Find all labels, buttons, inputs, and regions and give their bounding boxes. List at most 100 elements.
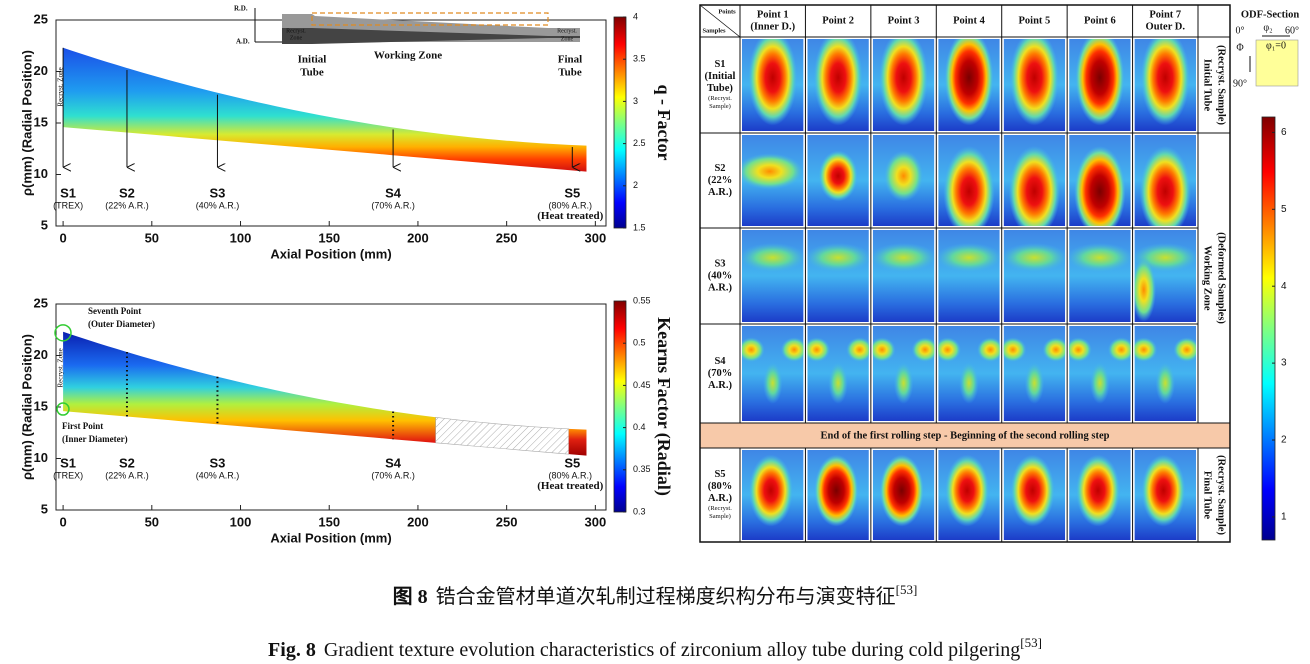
odf-cell xyxy=(938,326,1000,421)
colorbar-tick-label: 3.5 xyxy=(633,54,646,64)
odf-blob xyxy=(780,337,804,363)
odf-cell xyxy=(1134,39,1196,131)
odf-cell xyxy=(807,39,869,131)
station-label: S4 xyxy=(385,185,402,200)
row-note: (Recryst. xyxy=(708,95,732,102)
column-header: Point 7 xyxy=(1149,9,1181,20)
x-tick-label: 50 xyxy=(145,230,159,245)
odf-blob xyxy=(814,454,859,527)
colorbar xyxy=(1261,116,1276,541)
table-line xyxy=(699,4,741,38)
odf-cell xyxy=(1134,450,1196,540)
odf-cell xyxy=(742,135,804,226)
station-note: (40% A.R.) xyxy=(196,200,240,210)
colorbar-tick-label: 2 xyxy=(1281,435,1287,446)
y-tick-label: 25 xyxy=(34,295,48,310)
colorbar-label: Kearns Factor (Radial) xyxy=(653,317,674,496)
inset-initial: Tube xyxy=(300,67,324,79)
odf-cell xyxy=(938,230,1000,322)
odf-cell xyxy=(1069,450,1131,540)
odf-cell xyxy=(1003,135,1066,226)
row-label: A.R.) xyxy=(708,493,732,504)
odf-cell xyxy=(742,230,804,322)
group-label: (Recryst. Sample) xyxy=(1216,455,1227,535)
x-tick-label: 250 xyxy=(496,514,518,529)
inset-zone: Zone xyxy=(561,36,574,42)
x-tick-label: 200 xyxy=(407,514,429,529)
odf-cell xyxy=(742,450,804,540)
x-tick-label: 100 xyxy=(230,230,252,245)
odf-cell xyxy=(1069,326,1131,421)
x-tick-label: 150 xyxy=(318,230,340,245)
odf-cell xyxy=(1069,230,1131,322)
row-label: S1 xyxy=(714,59,725,70)
column-header: Point 5 xyxy=(1019,15,1051,26)
x-tick-label: 0 xyxy=(59,514,66,529)
zone-label: Recryst. Zone xyxy=(57,348,65,387)
zone-label: Recryst. Zone xyxy=(57,67,65,106)
colorbar xyxy=(613,16,627,229)
row-label: A.R.) xyxy=(708,282,732,293)
station-label: S2 xyxy=(119,185,135,200)
odf-cell xyxy=(872,135,935,226)
group-label: Initial Tube xyxy=(1202,59,1213,112)
annotation: Seventh Point xyxy=(88,306,141,316)
caption-label: Fig. 8 xyxy=(268,639,316,661)
odf-blob xyxy=(1107,337,1131,363)
caption-text: 锆合金管材单道次轧制过程梯度织构分布与演变特征 xyxy=(436,585,896,608)
band xyxy=(63,47,587,172)
odf-blob xyxy=(1075,39,1125,126)
inset-final: Tube xyxy=(558,67,582,79)
legend-label: 60° xyxy=(1285,25,1299,36)
inset-zone: Recryst. xyxy=(557,28,577,34)
row-label: S3 xyxy=(714,258,725,269)
colorbar-tick-label: 0.35 xyxy=(633,464,651,474)
odf-cell xyxy=(1134,135,1196,226)
station-label: S1 xyxy=(60,455,76,470)
colorbar-tick-label: 4 xyxy=(633,11,638,21)
y-tick-label: 10 xyxy=(34,450,48,465)
odf-blob xyxy=(879,39,929,126)
odf-blob xyxy=(1134,337,1158,363)
odf-cell xyxy=(1134,230,1196,322)
station-label: S3 xyxy=(209,185,225,200)
odf-cell xyxy=(938,39,1000,131)
station-note: (80% A.R.) xyxy=(549,200,593,210)
group-label: (Deformed Samples) xyxy=(1216,232,1227,324)
odf-blob xyxy=(959,362,979,404)
y-tick-label: 25 xyxy=(34,11,48,26)
row-label: Tube) xyxy=(707,83,733,94)
colorbar-tick-label: 2.5 xyxy=(633,138,646,148)
row-label: (40% xyxy=(708,270,733,281)
y-tick-label: 15 xyxy=(34,114,48,129)
station-label: S1 xyxy=(60,185,76,200)
odf-cell xyxy=(938,135,1000,226)
odf-cell xyxy=(872,326,935,421)
inset-zone: Recryst. xyxy=(286,28,306,34)
odf-blob xyxy=(1155,362,1176,404)
separator-text: End of the first rolling step - Beginnin… xyxy=(821,430,1110,441)
colorbar-tick-label: 0.4 xyxy=(633,422,646,432)
station-label: S2 xyxy=(119,455,135,470)
odf-blob xyxy=(1075,454,1121,527)
odf-cell xyxy=(807,326,869,421)
y-tick-label: 5 xyxy=(41,501,48,516)
row-note: Sample) xyxy=(709,103,731,110)
odf-blob xyxy=(748,454,793,527)
odf-blob xyxy=(872,242,935,273)
column-header: Point 3 xyxy=(888,15,920,26)
odf-blob xyxy=(945,454,990,527)
odf-blob xyxy=(1003,337,1027,363)
annotation: (Inner Diameter) xyxy=(62,434,128,444)
odf-cell xyxy=(872,230,935,322)
y-tick-label: 20 xyxy=(34,63,48,78)
odf-cell xyxy=(1069,39,1131,131)
row-label: (22% xyxy=(708,175,733,186)
odf-cell xyxy=(742,326,804,421)
odf-blob xyxy=(807,242,869,273)
x-tick-label: 200 xyxy=(407,230,429,245)
colorbar-tick-label: 0.5 xyxy=(633,338,646,348)
station-label: S5 xyxy=(564,455,580,470)
x-tick-label: 250 xyxy=(496,230,518,245)
odf-cell xyxy=(938,450,1000,540)
